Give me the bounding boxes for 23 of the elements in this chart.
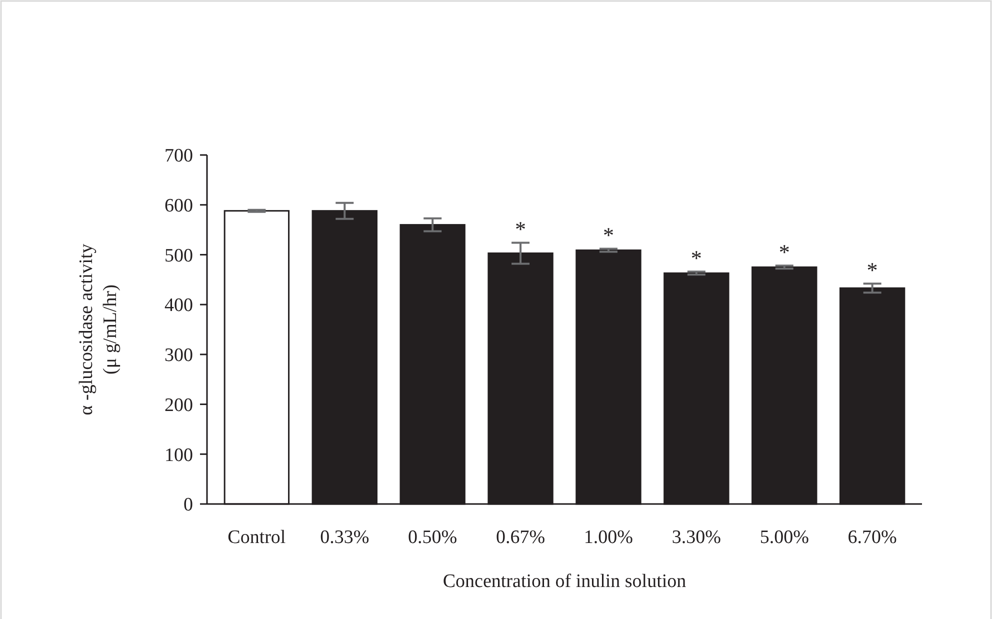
x-tick-label: Control xyxy=(228,527,286,548)
x-tick-label: 5.00% xyxy=(760,527,810,548)
y-tick-label: 0 xyxy=(184,494,193,516)
x-axis-title: Concentration of inulin solution xyxy=(442,571,687,592)
annotation: * xyxy=(602,222,614,248)
annotation: * xyxy=(690,246,702,271)
y-tick-label: 200 xyxy=(164,394,193,416)
y-tick-label: 600 xyxy=(164,196,193,217)
annotation: * xyxy=(778,240,790,265)
x-tick-label: 0.33% xyxy=(320,527,370,548)
x-tick-label: 0.67% xyxy=(496,527,546,548)
y-tick-label: 300 xyxy=(164,345,193,366)
annotation: * xyxy=(515,216,526,242)
x-tick-label: 6.70% xyxy=(848,527,898,548)
y-axis-title: α -glucosidase activity (μ g/mL/hr) xyxy=(76,243,121,416)
x-tick-label: 3.30% xyxy=(672,527,722,548)
x-tick-label: 1.00% xyxy=(584,527,634,548)
y-tick-label: 400 xyxy=(164,295,193,316)
y-tick-label: 700 xyxy=(164,146,193,167)
annotation: * xyxy=(866,258,878,283)
x-tick-label: 0.50% xyxy=(408,527,458,548)
y-tick-label: 500 xyxy=(164,245,193,266)
y-tick-label: 100 xyxy=(164,444,193,466)
